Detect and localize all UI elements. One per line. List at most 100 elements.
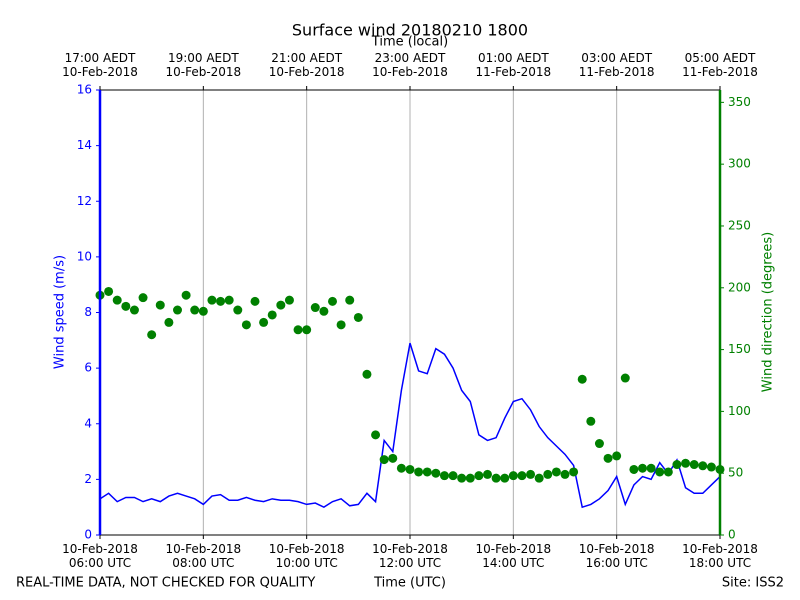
- direction-point: [594, 439, 604, 449]
- y2-tick-label: 50: [728, 466, 743, 480]
- direction-point: [689, 460, 699, 470]
- x2-tick-label: 23:00 AEDT 10-Feb-2018: [372, 51, 448, 79]
- direction-point: [439, 471, 449, 481]
- x2-tick-label: 01:00 AEDT 11-Feb-2018: [475, 51, 552, 79]
- direction-point: [663, 467, 673, 477]
- x-tick-label: 10-Feb-2018 18:00 UTC: [682, 542, 758, 570]
- x2-tick-label: 21:00 AEDT 10-Feb-2018: [268, 51, 345, 79]
- x-tick-label: 10-Feb-2018 14:00 UTC: [475, 542, 552, 570]
- direction-point: [319, 306, 329, 316]
- direction-point: [396, 463, 406, 473]
- footer-left: REAL-TIME DATA, NOT CHECKED FOR QUALITY: [16, 576, 315, 591]
- direction-point: [646, 463, 656, 473]
- direction-point: [233, 305, 243, 315]
- direction-point: [638, 463, 647, 473]
- y-tick-label: 12: [77, 194, 92, 208]
- x-tick-label: 10-Feb-2018 08:00 UTC: [165, 542, 242, 570]
- direction-point: [259, 317, 269, 327]
- direction-point: [612, 451, 622, 461]
- x-tick-label: 10-Feb-2018 06:00 UTC: [62, 542, 138, 570]
- direction-point: [112, 295, 122, 305]
- direction-point: [129, 305, 139, 315]
- direction-point: [147, 330, 157, 340]
- y-tick-label: 2: [84, 472, 92, 486]
- direction-point: [422, 467, 432, 477]
- direction-point: [267, 310, 277, 320]
- direction-point: [448, 471, 458, 481]
- footer-right: Site: ISS2: [722, 576, 784, 591]
- direction-point: [517, 471, 527, 481]
- y2-tick-label: 350: [728, 95, 751, 109]
- y-label: Wind speed (m/s): [53, 255, 68, 369]
- x2-tick-label: 03:00 AEDT 11-Feb-2018: [578, 51, 655, 79]
- direction-point: [276, 300, 286, 310]
- direction-point: [310, 303, 320, 313]
- direction-point: [284, 295, 294, 305]
- direction-point: [353, 312, 363, 322]
- x-tick-label: 10-Feb-2018 16:00 UTC: [578, 542, 655, 570]
- y2-tick-label: 100: [728, 404, 751, 418]
- direction-point: [586, 416, 596, 426]
- y2-label: Wind direction (degrees): [761, 232, 776, 392]
- direction-point: [181, 290, 191, 300]
- direction-point: [371, 430, 381, 440]
- direction-point: [681, 458, 691, 468]
- direction-point: [379, 455, 389, 465]
- y-tick-label: 4: [84, 416, 92, 430]
- x2-tick-label: 17:00 AEDT 10-Feb-2018: [62, 51, 138, 79]
- y-tick-label: 8: [84, 305, 92, 319]
- direction-point: [569, 467, 579, 477]
- direction-point: [336, 320, 346, 330]
- direction-point: [250, 296, 260, 306]
- direction-point: [173, 305, 182, 315]
- x2-label: Time (local): [371, 35, 448, 50]
- direction-point: [534, 473, 544, 483]
- direction-point: [302, 325, 312, 335]
- direction-point: [457, 473, 467, 483]
- y-tick-label: 10: [77, 249, 92, 263]
- direction-point: [121, 301, 131, 311]
- direction-point: [431, 468, 441, 478]
- direction-point: [328, 296, 337, 306]
- y-tick-label: 0: [84, 528, 92, 542]
- x-tick-label: 10-Feb-2018 12:00 UTC: [372, 542, 448, 570]
- direction-point: [491, 473, 501, 483]
- direction-point: [207, 295, 217, 305]
- direction-point: [465, 473, 475, 483]
- direction-point: [508, 471, 518, 481]
- direction-point: [483, 469, 492, 479]
- y2-tick-label: 200: [728, 280, 751, 294]
- y2-tick-label: 250: [728, 218, 751, 232]
- direction-point: [500, 473, 510, 483]
- direction-point: [474, 471, 484, 481]
- direction-point: [543, 469, 553, 479]
- direction-point: [224, 295, 234, 305]
- y-tick-label: 16: [77, 83, 92, 97]
- direction-point: [198, 306, 208, 316]
- direction-point: [190, 305, 200, 315]
- direction-point: [551, 467, 561, 477]
- direction-point: [216, 296, 226, 306]
- direction-point: [560, 469, 570, 479]
- x2-tick-label: 19:00 AEDT 10-Feb-2018: [165, 51, 242, 79]
- x-tick-label: 10-Feb-2018 10:00 UTC: [268, 542, 345, 570]
- y2-tick-label: 0: [728, 528, 736, 542]
- direction-point: [603, 453, 613, 463]
- direction-point: [526, 469, 536, 479]
- direction-point: [706, 462, 716, 472]
- direction-point: [629, 464, 639, 474]
- direction-point: [345, 295, 355, 305]
- direction-point: [241, 320, 251, 330]
- y-tick-label: 14: [77, 138, 92, 152]
- direction-point: [672, 460, 682, 470]
- direction-point: [155, 300, 165, 310]
- y2-tick-label: 300: [728, 157, 751, 171]
- direction-point: [104, 286, 114, 296]
- direction-point: [577, 374, 587, 384]
- direction-point: [655, 467, 665, 477]
- direction-point: [388, 453, 398, 463]
- direction-point: [620, 373, 630, 383]
- direction-point: [362, 369, 372, 379]
